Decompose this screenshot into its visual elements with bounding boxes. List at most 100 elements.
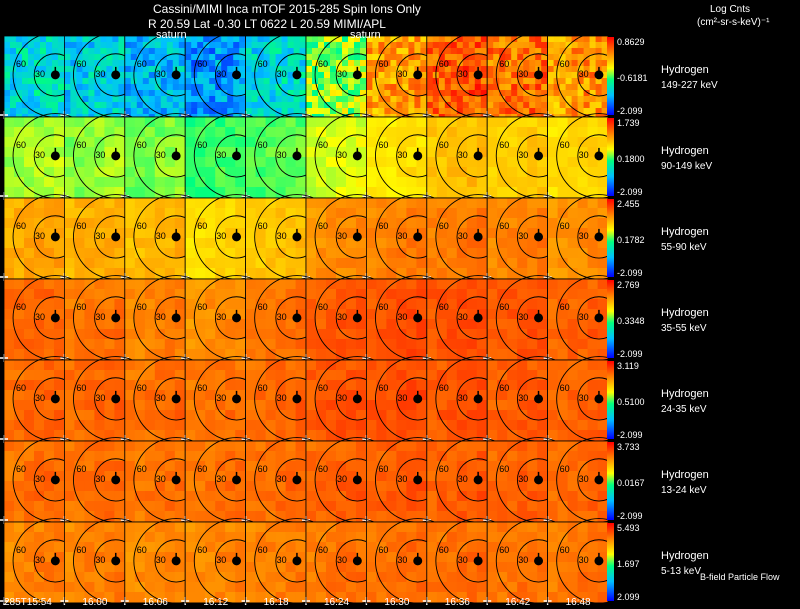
contour-label-60: 60 [16,140,26,150]
colorbar-row-6 [607,523,614,601]
contour-label-60: 60 [258,464,268,474]
contour-label-60: 60 [258,545,268,555]
contour-label-30: 30 [156,312,166,322]
colorbar-mid-r0: -0.6181 [617,72,648,83]
heatmap-cell-r6-c9: 60 30 [543,518,642,605]
heatmap-cell-r5-c0: 60 30 [0,437,99,524]
contour-label-30: 30 [95,150,105,160]
contour-label-30: 30 [95,474,105,484]
time-tick-2: 16:06 [142,597,168,608]
contour-label-60: 60 [378,59,388,69]
contour-label-60: 60 [499,545,509,555]
heatmap-cell-r0-c0: 60 30 [0,32,99,121]
colorbar-mid-r1: 0.1800 [617,153,645,164]
contour-label-60: 60 [378,383,388,393]
contour-label-30: 30 [95,69,105,79]
contour-label-60: 60 [258,302,268,312]
contour-label-30: 30 [95,231,105,241]
colorbar-max-r4: 3.119 [617,361,639,371]
bfield-footnote: B-field Particle Flow [700,572,780,582]
contour-label-30: 30 [518,69,528,79]
heatmap-cell-r3-c4: 60 30 [241,275,340,362]
colorbar-min-r1: -2.099 [617,187,643,197]
colorbar-row-1 [607,118,614,196]
contour-label-60: 60 [76,383,86,393]
contour-label-30: 30 [95,393,105,403]
contour-label-60: 60 [76,140,86,150]
contour-label-60: 60 [318,383,328,393]
contour-label-30: 30 [277,474,287,484]
contour-label-30: 30 [95,312,105,322]
contour-label-60: 60 [197,59,207,69]
heatmap-cell-r6-c3: 60 30 [181,518,280,605]
contour-label-30: 30 [277,555,287,565]
heatmap-cell-r2-c8: 60 30 [483,194,582,281]
contour-label-30: 30 [518,231,528,241]
contour-label-30: 30 [397,312,407,322]
heatmap-cell-r4-c0: 60 30 [0,356,99,443]
contour-label-30: 30 [216,474,226,484]
contour-label-60: 60 [499,383,509,393]
heatmap-cell-r3-c0: 60 30 [0,275,99,362]
contour-label-30: 30 [518,312,528,322]
contour-label-30: 30 [579,393,589,403]
colorbar-row-5 [607,442,614,520]
contour-label-30: 30 [579,150,589,160]
contour-label-60: 60 [16,383,26,393]
colorbar-row-4 [607,361,614,439]
contour-label-60: 60 [76,545,86,555]
contour-label-30: 30 [458,69,468,79]
colorbar-max-r1: 1.739 [617,118,640,128]
contour-label-30: 30 [277,312,287,322]
contour-label-60: 60 [499,302,509,312]
contour-label-60: 60 [137,140,147,150]
colorbar-max-r5: 3.733 [617,442,640,452]
colorbar-min-r3: -2.099 [617,349,643,359]
saturn-tag-2: saturn [350,29,381,41]
contour-label-60: 60 [16,464,26,474]
time-tick-0: 285T15:54 [4,597,52,608]
contour-label-60: 60 [76,221,86,231]
contour-label-60: 60 [137,302,147,312]
contour-label-30: 30 [458,312,468,322]
contour-label-60: 60 [318,59,328,69]
contour-label-30: 30 [579,555,589,565]
contour-label-60: 60 [76,464,86,474]
energy-label-r5: 13-24 keV [661,485,707,496]
contour-label-60: 60 [499,221,509,231]
colorbar-units: (cm²-sr-s-keV)⁻¹ [697,17,770,28]
contour-label-60: 60 [318,545,328,555]
contour-label-30: 30 [216,312,226,322]
species-label-r3: Hydrogen [661,307,709,319]
contour-label-60: 60 [439,383,449,393]
species-label-r6: Hydrogen [661,550,709,562]
colorbar-min-r5: -2.099 [617,511,643,521]
contour-label-30: 30 [277,231,287,241]
contour-label-60: 60 [499,59,509,69]
time-tick-4: 16:18 [263,597,289,608]
contour-label-60: 60 [560,464,570,474]
contour-label-30: 30 [458,231,468,241]
time-tick-7: 16:36 [444,597,470,608]
contour-label-30: 30 [397,393,407,403]
heatmap-cell-r1-c7: 60 30 [422,113,521,200]
contour-label-60: 60 [197,545,207,555]
contour-label-60: 60 [258,383,268,393]
time-tick-3: 16:12 [203,597,229,608]
contour-label-30: 30 [277,393,287,403]
contour-label-60: 60 [16,59,26,69]
heatmap-cell-r6-c5: 60 30 [302,518,401,605]
heatmap-cell-r6-c6: 60 30 [362,518,461,605]
contour-label-30: 30 [458,555,468,565]
heatmap-cell-r6-c4: 60 30 [241,518,340,605]
contour-label-30: 30 [579,231,589,241]
contour-label-30: 30 [397,231,407,241]
contour-label-60: 60 [197,302,207,312]
contour-label-30: 30 [458,150,468,160]
contour-label-30: 30 [216,69,226,79]
heatmap-cell-r3-c1: 60 30 [60,275,159,362]
contour-label-30: 30 [35,150,45,160]
time-tick-1: 16:00 [82,597,108,608]
contour-label-30: 30 [35,555,45,565]
contour-label-30: 30 [337,555,347,565]
